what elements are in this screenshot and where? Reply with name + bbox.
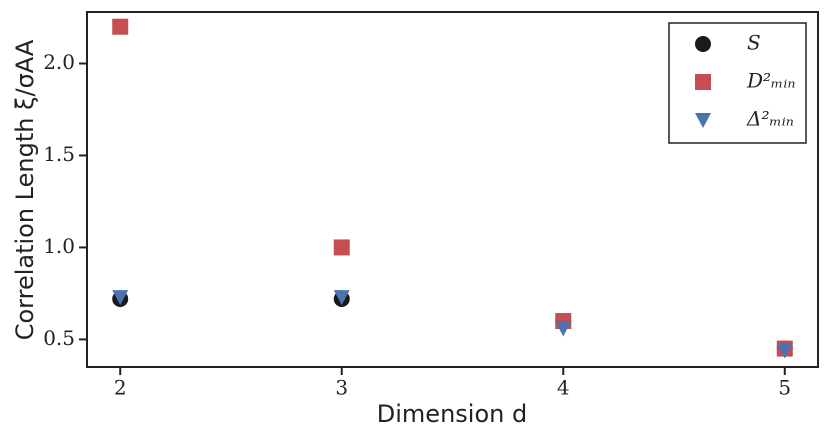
x-tick-label: 2 [114,376,127,400]
point [112,18,129,35]
point [776,343,793,359]
y-axis-label: Correlation Length ξ/σAA [11,39,39,340]
point [555,321,572,337]
legend-label: Δ²ₘᵢₙ [746,107,794,131]
point [333,239,350,256]
x-axis-label: Dimension d [377,400,527,428]
plot-frame [86,11,819,368]
x-tick-label: 4 [557,376,570,400]
y-tick-label: 2.0 [43,50,75,74]
x-tick-label: 3 [335,376,348,400]
y-tick-label: 0.5 [43,326,75,350]
legend-marker [695,113,711,128]
legend-marker [695,74,711,90]
x-tick-label: 5 [778,376,791,400]
point [112,290,129,306]
point [333,290,350,306]
y-tick-label: 1.5 [43,142,75,166]
legend-frame [668,22,807,144]
legend-label: S [747,31,761,55]
legend-label: D²ₘᵢₙ [746,69,795,93]
y-tick-label: 1.0 [43,234,75,258]
legend-marker [695,36,711,52]
